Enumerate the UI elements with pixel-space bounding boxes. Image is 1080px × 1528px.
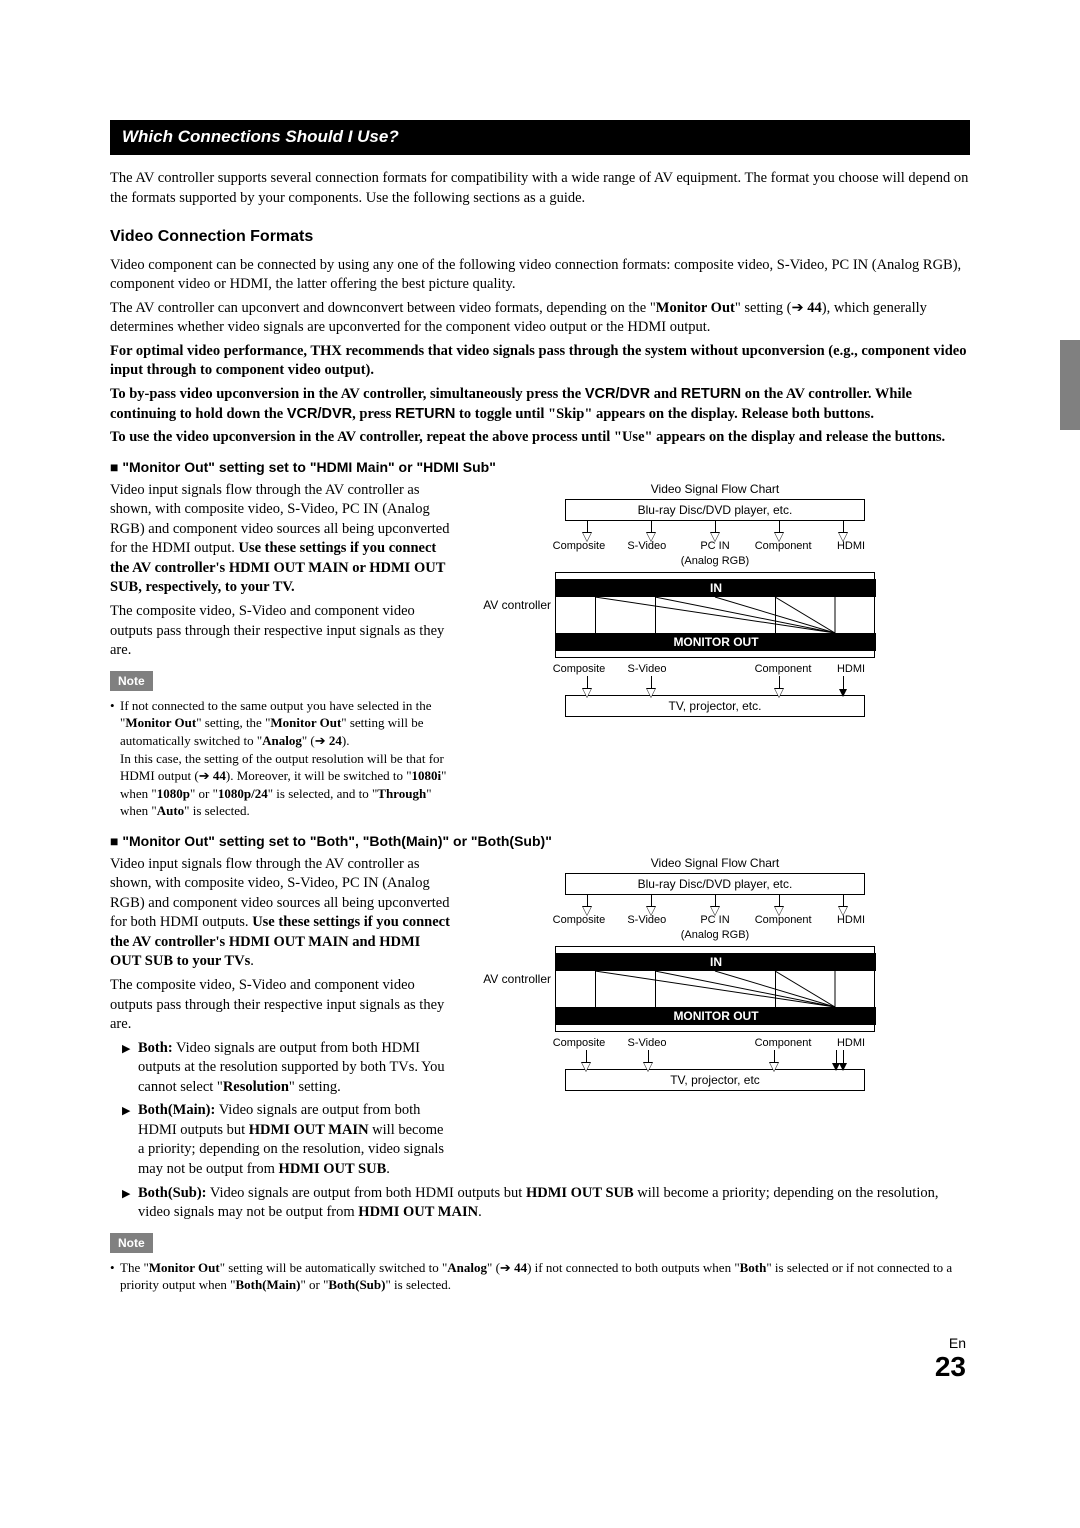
arrow-down-icon <box>587 894 588 914</box>
sub2-p2: The composite video, S-Video and compone… <box>110 976 450 1035</box>
sub1-p1: Video input signals flow through the AV … <box>110 481 450 598</box>
av-controller-label: AV controller <box>466 971 551 987</box>
page-number: 23 <box>110 1353 966 1381</box>
diag-in-bar: IN <box>556 953 876 971</box>
sub2-p1: Video input signals flow through the AV … <box>110 855 450 972</box>
arrow-down-icon <box>651 894 652 914</box>
vcf-p4: To by-pass video upconversion in the AV … <box>110 385 970 424</box>
section-banner: Which Connections Should I Use? <box>110 120 970 155</box>
diag-monitor-out-bar: MONITOR OUT <box>556 1007 876 1025</box>
av-controller-label: AV controller <box>466 597 551 613</box>
diagram-1: Video Signal Flow Chart Blu-ray Disc/DVD… <box>460 481 970 718</box>
note2-item: The "Monitor Out" setting will be automa… <box>110 1259 970 1294</box>
diag-out-labels: CompositeS-VideoComponentHDMI <box>545 1036 885 1051</box>
side-tab <box>1060 340 1080 430</box>
arrow-down-icon <box>648 1050 649 1070</box>
note-badge: Note <box>110 1233 153 1253</box>
intro-paragraph: The AV controller supports several conne… <box>110 169 970 208</box>
arrow-down-icon <box>715 894 716 914</box>
diag-in-labels: CompositeS-VideoPC IN(Analog RGB)Compone… <box>545 913 885 943</box>
arrow-down-icon <box>587 520 588 540</box>
arrow-down-icon <box>843 520 844 540</box>
sub1-heading: "Monitor Out" setting set to "HDMI Main"… <box>110 458 970 477</box>
diag-title: Video Signal Flow Chart <box>460 855 970 871</box>
option-both-main: Both(Main): Video signals are output fro… <box>138 1101 450 1179</box>
diag-title: Video Signal Flow Chart <box>460 481 970 497</box>
diag-in-labels: CompositeS-VideoPC IN(Analog RGB)Compone… <box>545 539 885 569</box>
vcf-p3: For optimal video performance, THX recom… <box>110 342 970 381</box>
diag-av-box: AV controller IN MONITOR OUT <box>555 572 875 658</box>
diag-out-labels: CompositeS-VideoComponentHDMI <box>545 662 885 677</box>
arrow-down-icon <box>586 1050 587 1070</box>
diag-source: Blu-ray Disc/DVD player, etc. <box>565 873 865 895</box>
option-both: Both: Video signals are output from both… <box>138 1039 450 1098</box>
note-badge: Note <box>110 671 153 691</box>
arrow-down-icon <box>587 676 588 696</box>
arrow-down-icon <box>843 1050 844 1070</box>
arrow-down-icon <box>836 1050 837 1070</box>
arrow-down-icon <box>843 676 844 696</box>
page-lang: En <box>110 1334 966 1353</box>
option-list-continued: Both(Sub): Video signals are output from… <box>110 1184 970 1223</box>
arrow-down-icon <box>774 1050 775 1070</box>
diag-tv: TV, projector, etc. <box>565 695 865 717</box>
vcf-p5: To use the video upconversion in the AV … <box>110 428 970 448</box>
arrow-down-icon <box>779 894 780 914</box>
note1-item: If not connected to the same output you … <box>110 697 450 820</box>
sub2-heading: "Monitor Out" setting set to "Both", "Bo… <box>110 832 970 851</box>
sub1-p2: The composite video, S-Video and compone… <box>110 602 450 661</box>
arrow-down-icon <box>843 894 844 914</box>
vcf-p2: The AV controller can upconvert and down… <box>110 299 970 338</box>
arrow-down-icon <box>779 520 780 540</box>
arrow-down-icon <box>715 520 716 540</box>
diag-av-box: AV controller IN MONITOR OUT <box>555 946 875 1032</box>
note2-list: The "Monitor Out" setting will be automa… <box>110 1259 970 1294</box>
option-both-sub: Both(Sub): Video signals are output from… <box>138 1184 970 1223</box>
diag-in-bar: IN <box>556 579 876 597</box>
vcf-heading: Video Connection Formats <box>110 226 970 248</box>
diag-tv: TV, projector, etc <box>565 1069 865 1091</box>
arrow-down-icon <box>651 676 652 696</box>
page-footer: En 23 <box>110 1334 970 1381</box>
option-list: Both: Video signals are output from both… <box>110 1039 450 1180</box>
diag-source: Blu-ray Disc/DVD player, etc. <box>565 499 865 521</box>
arrow-down-icon <box>651 520 652 540</box>
diag-monitor-out-bar: MONITOR OUT <box>556 633 876 651</box>
vcf-p1: Video component can be connected by usin… <box>110 256 970 295</box>
arrow-down-icon <box>779 676 780 696</box>
diagram-2: Video Signal Flow Chart Blu-ray Disc/DVD… <box>460 855 970 1092</box>
note1-list: If not connected to the same output you … <box>110 697 450 820</box>
